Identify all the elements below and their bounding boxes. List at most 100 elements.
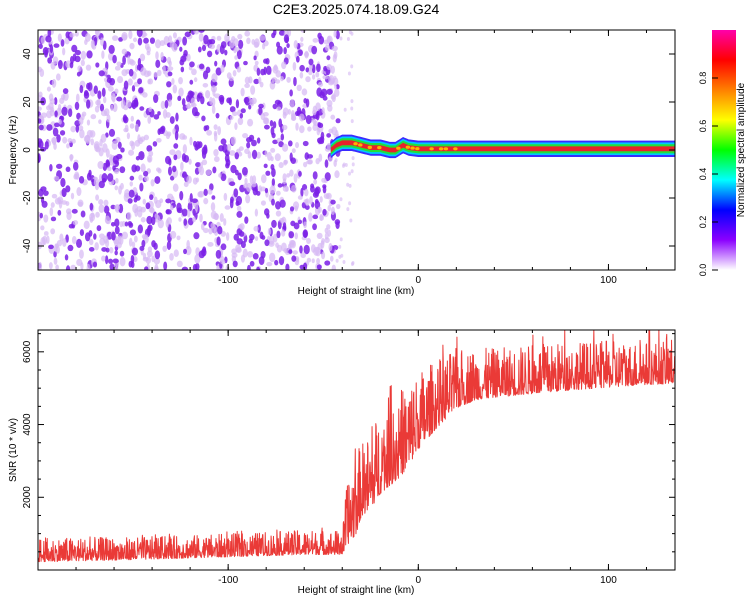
noise-dot — [80, 59, 85, 67]
noise-dot — [206, 129, 213, 136]
noise-dot — [69, 61, 74, 69]
noise-dot — [182, 144, 188, 154]
noise-dot — [55, 264, 59, 270]
noise-dot — [299, 125, 305, 134]
figure-title: C2E3.2025.074.18.09.G24 — [273, 1, 440, 17]
noise-dot — [79, 229, 85, 237]
noise-dot — [138, 174, 143, 181]
noise-dot — [350, 106, 354, 111]
noise-dot — [249, 260, 255, 267]
noise-dot — [177, 95, 182, 102]
noise-dot — [68, 223, 74, 229]
noise-dot — [42, 190, 49, 196]
noise-dot — [69, 154, 73, 162]
noise-dot — [224, 205, 231, 210]
noise-dot — [180, 66, 185, 73]
noise-dot — [343, 107, 347, 112]
noise-dot — [261, 174, 267, 184]
noise-dot — [60, 39, 65, 47]
noise-dot — [53, 43, 60, 48]
noise-dot — [247, 118, 254, 127]
noise-dot — [40, 112, 48, 118]
noise-dot — [234, 55, 238, 60]
noise-dot — [86, 50, 93, 59]
noise-dot — [266, 261, 273, 267]
noise-dot — [160, 100, 166, 110]
noise-dot — [335, 258, 339, 263]
snr-frame — [37, 329, 676, 571]
noise-dot — [289, 169, 294, 177]
noise-dot — [250, 85, 256, 95]
noise-dot — [326, 192, 332, 200]
noise-dot — [90, 39, 96, 49]
noise-dot — [331, 45, 338, 52]
noise-dot — [62, 47, 66, 56]
snr-axes: -100 0 100 2000 4000 6000 — [22, 330, 675, 586]
noise-dot — [183, 248, 188, 255]
noise-dot — [183, 181, 189, 188]
y-tick-label: -40 — [22, 238, 33, 253]
noise-dot — [128, 237, 133, 247]
noise-dot — [243, 60, 248, 66]
noise-dot — [210, 222, 215, 229]
noise-dot — [294, 205, 299, 212]
noise-dot — [311, 45, 318, 55]
noise-dot — [160, 51, 164, 61]
noise-dot — [40, 186, 47, 192]
noise-dot — [252, 253, 259, 260]
ridge-peak — [362, 144, 368, 148]
noise-dot — [274, 79, 281, 84]
noise-dot — [326, 64, 333, 70]
noise-dot — [309, 196, 313, 205]
noise-dot — [317, 122, 324, 129]
noise-dot — [114, 250, 118, 256]
noise-dot — [117, 141, 122, 149]
noise-dot — [112, 258, 119, 264]
noise-dot — [101, 255, 106, 262]
noise-dot — [165, 112, 171, 118]
noise-dot — [289, 239, 296, 246]
noise-dot — [145, 202, 151, 210]
noise-dot — [311, 64, 316, 74]
noise-dot — [308, 69, 313, 76]
noise-dot — [267, 151, 272, 161]
noise-dot — [237, 117, 244, 126]
noise-dot — [220, 138, 227, 145]
noise-dot — [148, 106, 152, 113]
noise-dot — [107, 86, 114, 92]
noise-dot — [275, 210, 282, 217]
noise-dot — [278, 255, 285, 266]
noise-dot — [146, 154, 153, 163]
noise-dot — [246, 37, 251, 45]
snr-panel: -100 0 100 2000 4000 6000 Height of straight … — [8, 329, 676, 596]
noise-dot — [50, 228, 56, 235]
noise-dot — [278, 30, 286, 36]
noise-dot — [350, 99, 354, 104]
noise-dot — [281, 124, 288, 131]
spectrogram-axes: -100 0 100 -40 -20 0 20 40 — [22, 30, 675, 286]
noise-dot — [326, 133, 332, 138]
noise-dot — [295, 257, 300, 263]
noise-dot — [46, 86, 52, 92]
noise-dot — [96, 225, 102, 232]
noise-dot — [155, 51, 159, 60]
noise-dot — [43, 231, 49, 236]
noise-dot — [84, 33, 91, 42]
noise-dot — [262, 117, 269, 125]
noise-dot — [251, 139, 257, 147]
noise-dot — [259, 35, 266, 41]
noise-dot — [50, 216, 57, 222]
noise-dot — [232, 260, 238, 268]
noise-dot — [326, 224, 331, 230]
noise-dot — [131, 241, 136, 248]
noise-dot — [319, 196, 323, 203]
noise-dot — [178, 87, 184, 97]
noise-dot — [326, 55, 331, 61]
noise-dot — [350, 64, 354, 69]
noise-dot — [176, 202, 182, 212]
noise-dot — [101, 87, 106, 97]
noise-dot — [194, 202, 199, 212]
noise-dot — [316, 87, 323, 97]
x-tick-label: -100 — [218, 575, 238, 586]
noise-dot — [77, 125, 84, 131]
